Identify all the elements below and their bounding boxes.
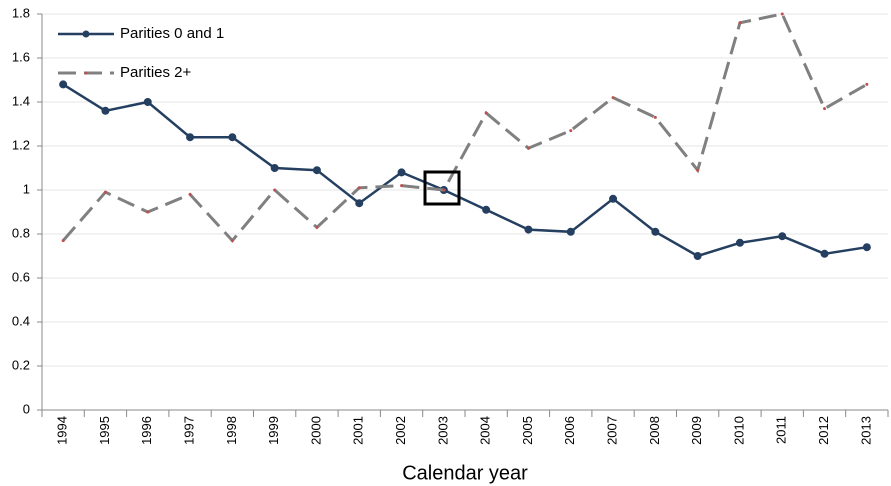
point xyxy=(61,239,65,243)
point xyxy=(653,115,657,119)
point xyxy=(862,243,871,252)
x-tick-label: 2007 xyxy=(604,416,619,445)
x-tick-label: 1996 xyxy=(139,416,154,445)
point xyxy=(865,82,869,86)
highlight-box xyxy=(423,170,461,206)
y-tick-label: 1 xyxy=(23,181,30,196)
x-axis-title: Calendar year xyxy=(402,462,528,484)
series-line xyxy=(62,12,868,243)
point xyxy=(270,164,279,172)
point xyxy=(778,232,787,241)
point xyxy=(484,111,488,115)
point xyxy=(59,80,68,89)
point xyxy=(566,227,575,236)
legend-label: Parities 2+ xyxy=(120,64,192,81)
point xyxy=(524,225,533,234)
y-tick-label: 1.2 xyxy=(12,137,30,152)
y-tick-label: 1.6 xyxy=(12,49,30,64)
point xyxy=(696,168,700,172)
y-tick-label: 0.8 xyxy=(12,225,30,240)
point xyxy=(693,252,702,260)
y-tick-label: 1.8 xyxy=(12,5,30,20)
point xyxy=(103,190,107,194)
point xyxy=(228,133,237,142)
point xyxy=(230,239,234,243)
point xyxy=(651,227,660,236)
series-line xyxy=(62,83,868,258)
x-tick-label: 2001 xyxy=(351,416,366,445)
legend-label: Parities 0 and 1 xyxy=(120,25,224,42)
y-tick-label: 0.6 xyxy=(12,269,30,284)
x-tick-label: 2009 xyxy=(689,416,704,445)
x-tick-label: 2013 xyxy=(858,416,873,445)
point xyxy=(820,249,829,258)
x-tick-label: 1998 xyxy=(224,416,239,445)
point xyxy=(569,129,573,133)
x-tick-label: 2000 xyxy=(308,416,323,445)
point xyxy=(186,133,195,142)
x-tick-label: 2004 xyxy=(478,416,493,445)
point xyxy=(143,98,152,106)
point xyxy=(357,186,361,190)
point xyxy=(611,96,615,100)
x-tick-label: 1997 xyxy=(181,416,196,445)
point xyxy=(315,225,319,229)
point xyxy=(738,21,742,25)
x-tick-label: 1994 xyxy=(55,416,70,445)
x-tick-label: 2011 xyxy=(774,416,789,444)
point xyxy=(780,12,784,16)
y-tick-label: 0.2 xyxy=(12,357,30,372)
point xyxy=(482,205,491,214)
point xyxy=(442,188,446,192)
x-tick-label: 2005 xyxy=(520,416,535,445)
y-tick-label: 0 xyxy=(23,401,30,416)
point xyxy=(735,238,744,247)
y-tick-label: 0.4 xyxy=(12,313,30,328)
x-tick-label: 2006 xyxy=(562,416,577,445)
x-tick-label: 2003 xyxy=(435,416,450,445)
legend-marker xyxy=(84,71,88,75)
x-tick-label: 1995 xyxy=(97,416,112,445)
point xyxy=(273,188,277,192)
point xyxy=(823,107,827,111)
point xyxy=(397,168,406,177)
x-tick-label: 2002 xyxy=(393,416,408,445)
point xyxy=(101,106,110,115)
point xyxy=(526,146,530,150)
point xyxy=(188,192,192,196)
x-tick-label: 2010 xyxy=(731,416,746,445)
point xyxy=(312,166,321,175)
x-tick-label: 2008 xyxy=(647,416,662,445)
y-tick-label: 1.4 xyxy=(12,93,30,108)
point xyxy=(355,199,364,208)
legend-marker xyxy=(82,30,90,38)
x-tick-label: 2012 xyxy=(816,416,831,445)
x-tick-label: 1999 xyxy=(266,416,281,445)
point xyxy=(609,194,618,203)
point xyxy=(400,184,404,188)
point xyxy=(146,210,150,214)
